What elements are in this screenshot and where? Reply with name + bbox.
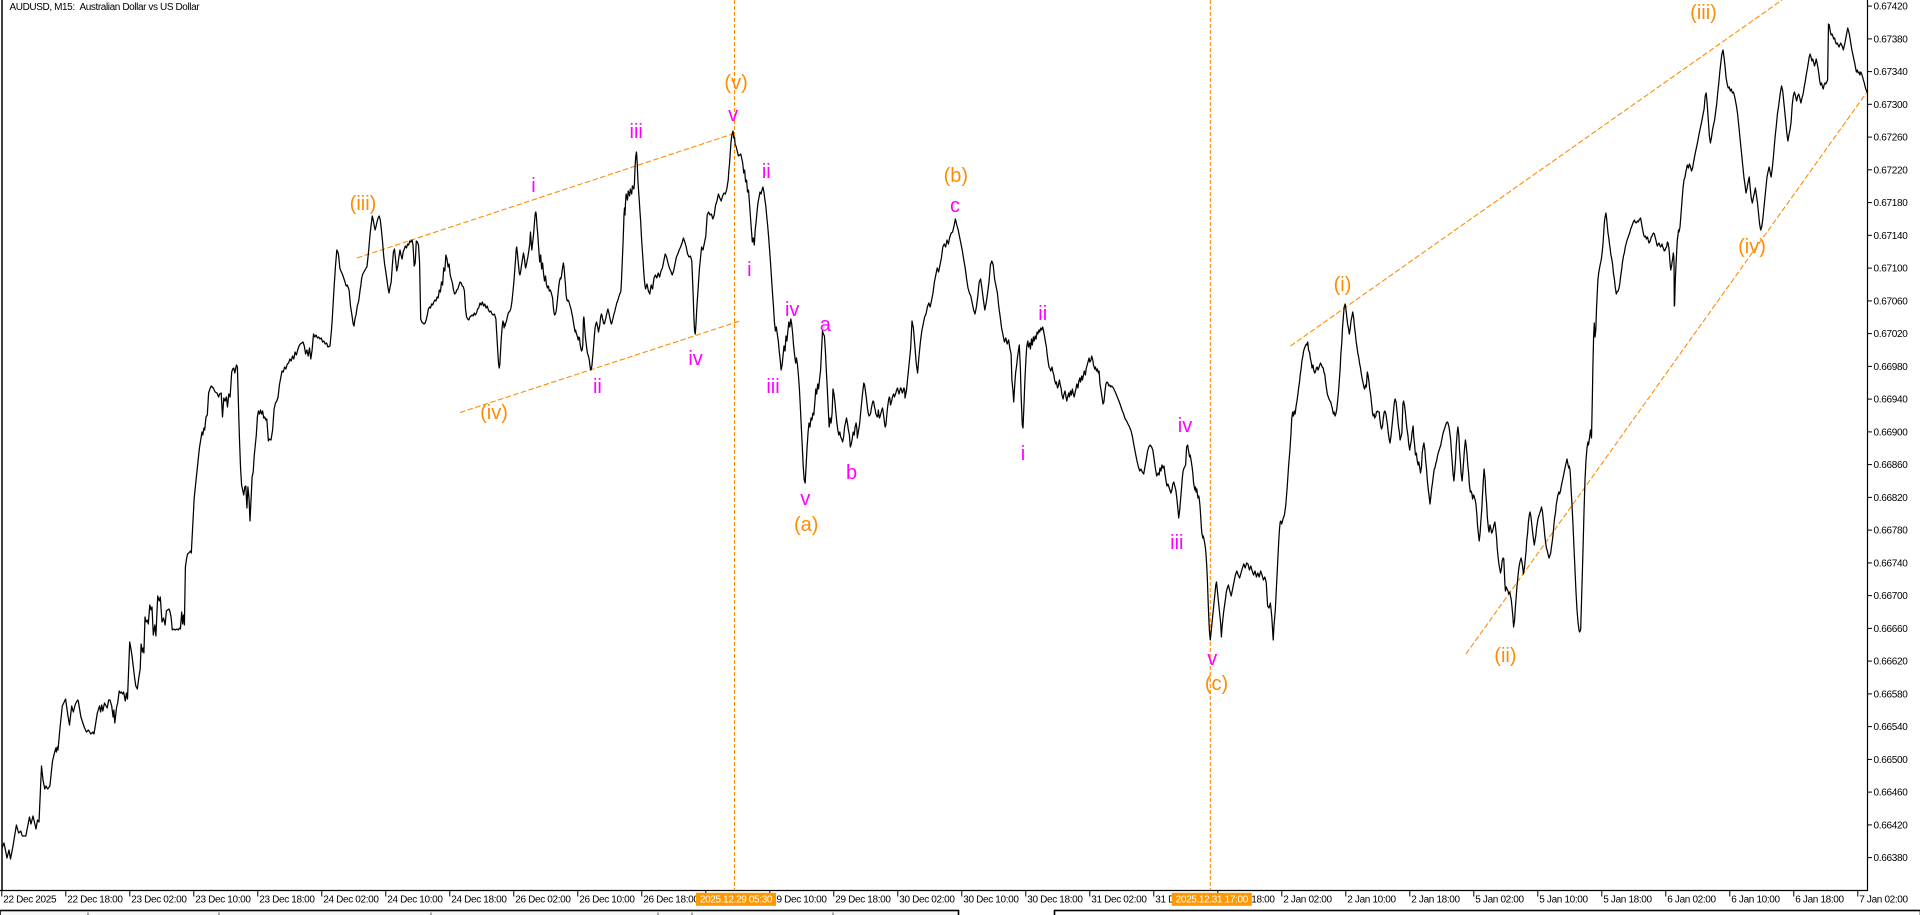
svg-text:(a): (a): [794, 514, 818, 536]
svg-text:0.66940: 0.66940: [1874, 395, 1909, 406]
svg-text:(i): (i): [1334, 274, 1352, 296]
svg-text:v: v: [1207, 648, 1217, 670]
svg-text:6 Jan 10:00: 6 Jan 10:00: [1731, 895, 1780, 906]
svg-text:0.67140: 0.67140: [1874, 231, 1909, 242]
svg-text:24 Dec 02:00: 24 Dec 02:00: [323, 895, 379, 906]
svg-text:0.66900: 0.66900: [1874, 427, 1909, 438]
svg-text:2025.12.29 05:30: 2025.12.29 05:30: [700, 895, 773, 906]
svg-text:(iii): (iii): [1690, 2, 1717, 24]
svg-text:0.66980: 0.66980: [1874, 362, 1909, 373]
svg-text:0.66660: 0.66660: [1874, 624, 1909, 635]
svg-text:a: a: [820, 314, 832, 336]
svg-text:(c): (c): [1205, 673, 1228, 695]
svg-text:(v): (v): [724, 72, 747, 94]
svg-text:29 Dec 18:00: 29 Dec 18:00: [835, 895, 891, 906]
svg-text:0.67220: 0.67220: [1874, 165, 1909, 176]
svg-text:(ii): (ii): [1494, 645, 1516, 667]
svg-text:0.67340: 0.67340: [1874, 67, 1909, 78]
svg-text:i: i: [531, 175, 535, 197]
svg-text:(b): (b): [944, 165, 968, 187]
svg-text:AUDUSD, M15: Australian Dolla: AUDUSD, M15: Australian Dollar vs US Dol…: [10, 2, 201, 13]
svg-text:(iv): (iv): [1738, 236, 1766, 258]
svg-text:2 Jan 18:00: 2 Jan 18:00: [1411, 895, 1460, 906]
svg-text:0.67180: 0.67180: [1874, 198, 1909, 209]
svg-text:23 Dec 02:00: 23 Dec 02:00: [131, 895, 187, 906]
svg-text:0.67020: 0.67020: [1874, 329, 1909, 340]
svg-text:v: v: [800, 488, 810, 510]
svg-text:0.67380: 0.67380: [1874, 34, 1909, 45]
svg-text:23 Dec 18:00: 23 Dec 18:00: [259, 895, 315, 906]
svg-text:ii: ii: [1038, 303, 1047, 325]
svg-text:iv: iv: [785, 299, 799, 321]
svg-text:30 Dec 02:00: 30 Dec 02:00: [899, 895, 955, 906]
svg-text:26 Dec 18:00: 26 Dec 18:00: [643, 895, 699, 906]
svg-text:c: c: [950, 195, 960, 217]
svg-text:0.66860: 0.66860: [1874, 460, 1909, 471]
svg-text:6 Jan 18:00: 6 Jan 18:00: [1795, 895, 1844, 906]
svg-text:0.67300: 0.67300: [1874, 100, 1909, 111]
svg-text:0.66420: 0.66420: [1874, 820, 1909, 831]
svg-text:(iii): (iii): [350, 193, 377, 215]
svg-text:iv: iv: [688, 348, 702, 370]
svg-text:30 Dec 10:00: 30 Dec 10:00: [963, 895, 1019, 906]
svg-text:2 Jan 02:00: 2 Jan 02:00: [1283, 895, 1332, 906]
svg-text:iii: iii: [766, 376, 779, 398]
svg-text:2025.12.31 17:00: 2025.12.31 17:00: [1176, 895, 1249, 906]
svg-text:5 Jan 10:00: 5 Jan 10:00: [1539, 895, 1588, 906]
svg-text:ii: ii: [762, 161, 771, 183]
svg-text:0.66780: 0.66780: [1874, 526, 1909, 537]
svg-text:0.67060: 0.67060: [1874, 296, 1909, 307]
svg-text:0.66380: 0.66380: [1874, 853, 1909, 864]
svg-text:0.66620: 0.66620: [1874, 657, 1909, 668]
svg-text:26 Dec 02:00: 26 Dec 02:00: [515, 895, 571, 906]
svg-text:iii: iii: [630, 121, 643, 143]
svg-text:iii: iii: [1170, 532, 1183, 554]
svg-text:24 Dec 18:00: 24 Dec 18:00: [451, 895, 507, 906]
svg-text:0.66580: 0.66580: [1874, 689, 1909, 700]
svg-text:ii: ii: [593, 376, 602, 398]
svg-text:v: v: [728, 104, 738, 126]
svg-text:26 Dec 10:00: 26 Dec 10:00: [579, 895, 635, 906]
svg-text:0.66460: 0.66460: [1874, 788, 1909, 799]
svg-text:0.66820: 0.66820: [1874, 493, 1909, 504]
svg-text:iv: iv: [1178, 415, 1192, 437]
svg-text:b: b: [846, 462, 857, 484]
svg-text:0.66500: 0.66500: [1874, 755, 1909, 766]
svg-text:0.67260: 0.67260: [1874, 133, 1909, 144]
svg-text:6 Jan 02:00: 6 Jan 02:00: [1667, 895, 1716, 906]
svg-text:i: i: [747, 259, 751, 281]
svg-text:0.67420: 0.67420: [1874, 2, 1909, 13]
svg-text:22 Dec 2025: 22 Dec 2025: [3, 895, 57, 906]
svg-text:24 Dec 10:00: 24 Dec 10:00: [387, 895, 443, 906]
svg-text:23 Dec 10:00: 23 Dec 10:00: [195, 895, 251, 906]
svg-text:29 Dec 10:00: 29 Dec 10:00: [771, 895, 827, 906]
svg-text:0.67100: 0.67100: [1874, 264, 1909, 275]
svg-text:7 Jan 02:00: 7 Jan 02:00: [1859, 895, 1908, 906]
svg-text:(iv): (iv): [480, 402, 508, 424]
svg-text:i: i: [1021, 443, 1025, 465]
svg-text:0.66700: 0.66700: [1874, 591, 1909, 602]
svg-text:5 Jan 18:00: 5 Jan 18:00: [1603, 895, 1652, 906]
svg-text:30 Dec 18:00: 30 Dec 18:00: [1027, 895, 1083, 906]
svg-text:5 Jan 02:00: 5 Jan 02:00: [1475, 895, 1524, 906]
svg-text:2 Jan 10:00: 2 Jan 10:00: [1347, 895, 1396, 906]
svg-text:0.66740: 0.66740: [1874, 558, 1909, 569]
svg-text:31 Dec 02:00: 31 Dec 02:00: [1091, 895, 1147, 906]
svg-text:22 Dec 18:00: 22 Dec 18:00: [67, 895, 123, 906]
svg-text:0.66540: 0.66540: [1874, 722, 1909, 733]
